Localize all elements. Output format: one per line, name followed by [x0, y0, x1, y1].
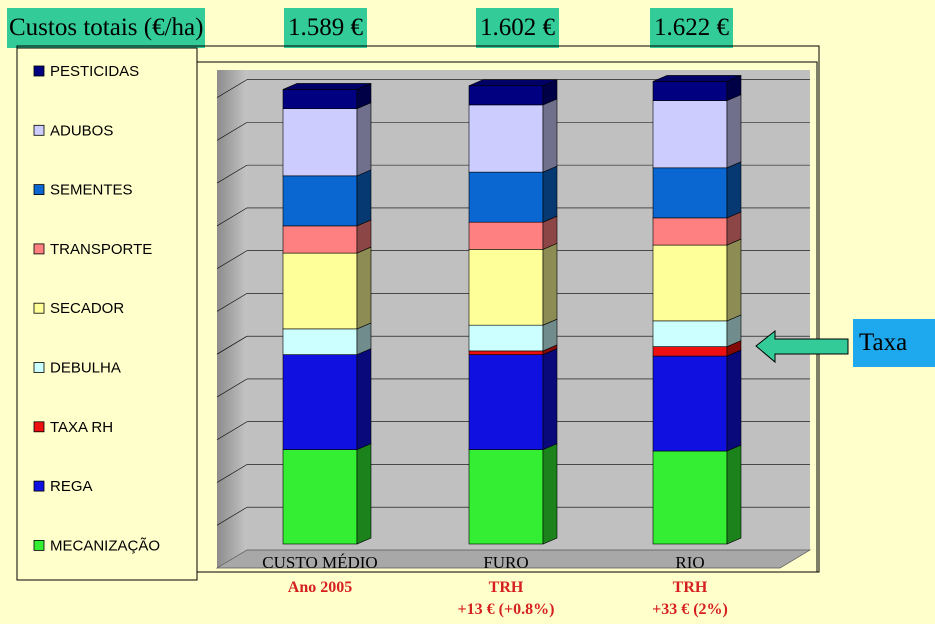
bar-segment-taxa-rh [652, 346, 728, 357]
bar-segment-sementes [468, 171, 544, 223]
gridline [216, 378, 248, 398]
x-sub-label: Ano 2005 [288, 579, 352, 596]
legend-swatch [33, 362, 45, 373]
bar-segment-side [726, 238, 742, 322]
bar-segment-side [356, 102, 372, 177]
legend-label: ADUBOS [50, 122, 113, 139]
x-tick-label: RIO [675, 553, 704, 572]
bar-segment-transporte [282, 225, 358, 254]
bar-stack-2 [652, 74, 742, 545]
bar-segment-side [542, 242, 558, 326]
bar-segment-side [542, 348, 558, 451]
chart-title: Custos totais (€/ha) [7, 8, 206, 48]
legend-label: MECANIZAÇÃO [50, 537, 160, 554]
bar-segment-sementes [282, 175, 358, 227]
bar-segment-secador [652, 244, 728, 322]
bar-segment-side [542, 165, 558, 223]
x-axis-labels: CUSTO MÉDIO Ano 2005 FURO TRH +13 € (+0.8%) R… [262, 553, 728, 618]
legend-swatch [33, 243, 45, 255]
bar-segment-sementes [652, 167, 728, 219]
bar-segment-side [726, 161, 742, 219]
total-label-rio: 1.622 € [650, 8, 733, 48]
legend-label: SECADOR [50, 300, 124, 317]
bar-top-face [652, 75, 742, 82]
gridline [216, 79, 248, 98]
bar-segment-side [356, 443, 372, 545]
bar-segment-adubos [282, 108, 358, 177]
bar-segment-transporte [652, 217, 728, 246]
bar-segment-rega [468, 354, 544, 450]
legend-label: REGA [50, 478, 93, 495]
gridline [216, 164, 248, 184]
side-wall [217, 70, 247, 568]
legend-swatch [33, 540, 45, 551]
taxa-arrow [755, 329, 849, 364]
bar-segment-taxa-rh [468, 350, 544, 355]
floor [215, 549, 812, 569]
legend-swatch [33, 65, 45, 77]
legend-swatch [33, 184, 45, 196]
bar-segment-side [356, 169, 372, 227]
legend-swatch [33, 480, 45, 492]
bar-segment-pesticidas [652, 81, 728, 101]
bar-stack-1 [468, 79, 558, 545]
bar-segment-side [542, 98, 558, 173]
x-sub-label: TRH [489, 579, 524, 596]
gridline [216, 506, 248, 526]
bar-segment-pesticidas [282, 89, 358, 109]
bar-segment-rega [282, 354, 358, 450]
bar-segment-side [356, 348, 372, 451]
bar-segment-side [356, 246, 372, 330]
bar-segment-debulha [652, 320, 728, 347]
bar-segment-side [726, 444, 742, 545]
total-label-furo: 1.602 € [476, 8, 559, 48]
gridline [216, 250, 248, 269]
legend-label: TAXA RH [50, 419, 113, 436]
legend-label: PESTICIDAS [50, 63, 139, 80]
legend-swatch [33, 302, 45, 314]
bar-stack-0 [282, 82, 372, 545]
bar-segment-side [542, 443, 558, 545]
bar-segment-side [726, 94, 742, 169]
bar-segment-debulha [282, 328, 358, 355]
bar-segment-side [726, 349, 742, 452]
total-label-custo-medio: 1.589 € [284, 8, 367, 48]
legend-label: TRANSPORTE [50, 241, 152, 258]
bar-segment-transporte [468, 221, 544, 250]
bar-segment-mecaniza-o [282, 449, 358, 545]
bar-segment-secador [282, 252, 358, 330]
gridline [216, 207, 248, 227]
bar-segment-mecaniza-o [468, 449, 544, 545]
bar-segment-adubos [652, 100, 728, 169]
bar-segment-adubos [468, 104, 544, 173]
legend-swatch [33, 124, 45, 136]
bar-top-face [282, 83, 372, 90]
x-tick-label: CUSTO MÉDIO [262, 553, 377, 572]
legend-label: SEMENTES [50, 182, 133, 199]
legend-panel [16, 47, 198, 581]
bar-segment-rega [652, 355, 728, 452]
gridline [216, 293, 248, 312]
x-tick-label: FURO [483, 553, 528, 572]
bars [282, 74, 742, 545]
x-sub-label: TRH [673, 579, 708, 596]
bar-top-face [468, 79, 558, 87]
gridline [216, 122, 248, 141]
bar-segment-mecaniza-o [652, 450, 728, 545]
x-sub-label: +33 € (2%) [652, 601, 728, 618]
bar-segment-debulha [468, 324, 544, 352]
gridline [216, 464, 248, 483]
bar-segment-pesticidas [468, 85, 544, 106]
gridline [216, 335, 248, 355]
x-sub-label: +13 € (+0.8%) [458, 601, 555, 618]
legend: PESTICIDAS ADUBOS SEMENTES TRANSPORTE SECADO… [33, 63, 160, 554]
legend-label: DEBULHA [50, 360, 121, 377]
legend-swatch [33, 421, 45, 433]
taxa-callout-label: Taxa [853, 319, 935, 367]
gridline [216, 421, 248, 440]
bar-segment-secador [468, 249, 544, 326]
